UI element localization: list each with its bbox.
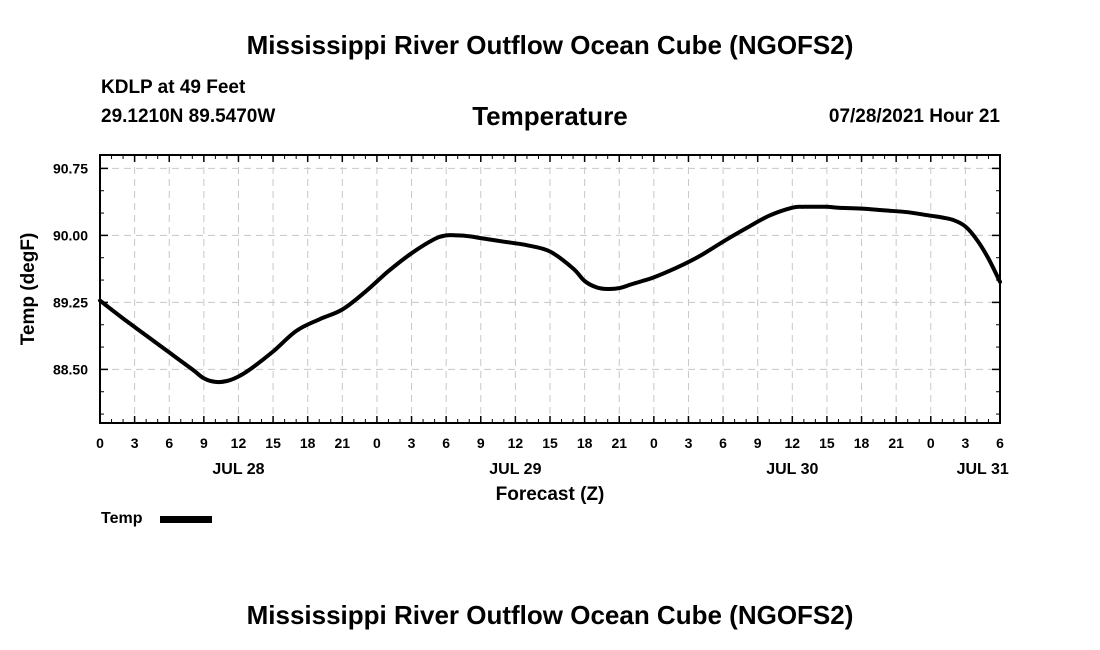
y-tick-label: 90.75 bbox=[53, 160, 88, 176]
legend-label: Temp bbox=[101, 510, 143, 527]
x-tick-label: 0 bbox=[927, 435, 935, 451]
x-tick-label: 3 bbox=[131, 435, 139, 451]
x-tick-label: 15 bbox=[819, 435, 835, 451]
y-axis-label: Temp (degF) bbox=[18, 233, 39, 346]
plot-frame bbox=[99, 154, 1001, 424]
page-title: Mississippi River Outflow Ocean Cube (NG… bbox=[246, 30, 854, 60]
x-tick-label: 18 bbox=[577, 435, 593, 451]
x-tick-label: 9 bbox=[754, 435, 762, 451]
x-tick-label: 6 bbox=[719, 435, 727, 451]
x-date-label: JUL 29 bbox=[489, 461, 541, 478]
x-tick-label: 3 bbox=[408, 435, 416, 451]
y-tick-label: 90.00 bbox=[53, 227, 88, 243]
x-tick-label: 21 bbox=[888, 435, 904, 451]
x-tick-label: 21 bbox=[611, 435, 627, 451]
station-label: KDLP at 49 Feet bbox=[101, 77, 246, 98]
x-tick-label: 12 bbox=[785, 435, 801, 451]
axis-labels: 0 3 6 9 12 15 18 21 0 3 6 9 12 15 18 21 0 3 6 9 12 15 18 21 0 3 6 J… bbox=[53, 160, 1009, 478]
x-tick-label: 6 bbox=[442, 435, 450, 451]
series-line-temp bbox=[98, 204, 1002, 385]
x-tick-label: 21 bbox=[335, 435, 351, 451]
x-axis-label: Forecast (Z) bbox=[496, 484, 605, 505]
chart-title: Temperature bbox=[472, 101, 628, 131]
x-tick-label: 15 bbox=[542, 435, 558, 451]
footer-title: Mississippi River Outflow Ocean Cube (NG… bbox=[246, 600, 854, 630]
x-date-label: JUL 31 bbox=[957, 461, 1009, 478]
x-tick-label: 0 bbox=[650, 435, 658, 451]
x-tick-label: 6 bbox=[996, 435, 1004, 451]
x-tick-label: 3 bbox=[685, 435, 693, 451]
y-tick-label: 88.50 bbox=[53, 361, 88, 377]
grid bbox=[100, 155, 1000, 423]
x-tick-label: 0 bbox=[373, 435, 381, 451]
x-tick-label: 6 bbox=[165, 435, 173, 451]
forecast-datetime: 07/28/2021 Hour 21 bbox=[828, 106, 1000, 127]
x-date-label: JUL 28 bbox=[212, 461, 264, 478]
station-coordinates: 29.1210N 89.5470W bbox=[101, 106, 276, 127]
x-tick-label: 15 bbox=[265, 435, 281, 451]
x-tick-label: 9 bbox=[200, 435, 208, 451]
x-tick-label: 12 bbox=[508, 435, 524, 451]
x-tick-label: 18 bbox=[300, 435, 316, 451]
x-tick-label: 12 bbox=[231, 435, 247, 451]
x-tick-label: 18 bbox=[854, 435, 870, 451]
x-tick-label: 3 bbox=[961, 435, 969, 451]
x-date-label: JUL 30 bbox=[766, 461, 818, 478]
legend-swatch bbox=[160, 516, 212, 523]
y-tick-label: 89.25 bbox=[53, 294, 88, 310]
x-tick-label: 0 bbox=[96, 435, 104, 451]
x-tick-label: 9 bbox=[477, 435, 485, 451]
